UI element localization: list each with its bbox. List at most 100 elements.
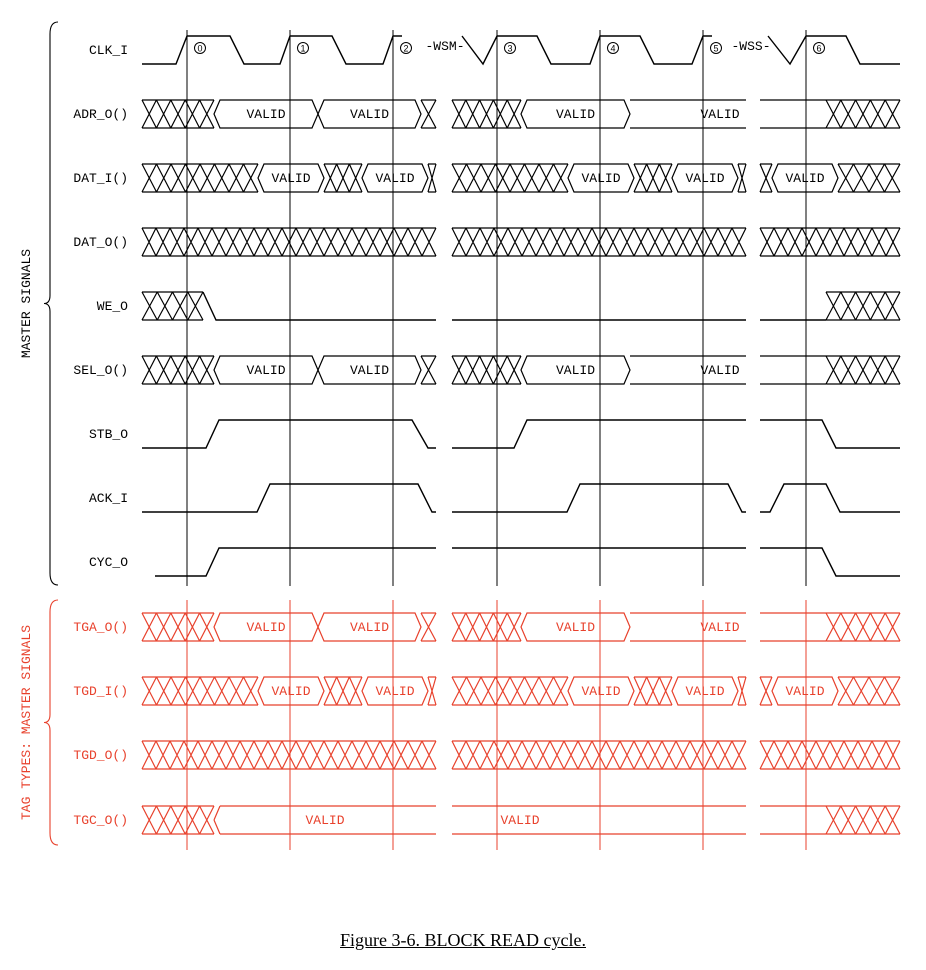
valid-data-region <box>520 355 631 385</box>
valid-data-region <box>760 99 826 129</box>
invalid-data-region <box>451 227 747 257</box>
level-waveform <box>452 483 746 513</box>
valid-label: VALID <box>581 171 620 186</box>
signal-name: ADR_O() <box>73 107 128 122</box>
signal-name: CYC_O <box>89 555 128 570</box>
signal-row-we_o: WE_O <box>97 291 901 321</box>
valid-label: VALID <box>556 107 595 122</box>
edge-number: 2 <box>403 44 408 54</box>
clock-waveform <box>767 35 900 66</box>
valid-data-region <box>760 612 826 642</box>
wait-state-slave-label: -WSS- <box>731 39 770 54</box>
invalid-data-region <box>141 676 259 706</box>
signal-name: WE_O <box>97 299 128 314</box>
signal-name: DAT_O() <box>73 235 128 250</box>
invalid-data-region <box>141 163 259 193</box>
valid-data-region <box>671 676 739 706</box>
valid-label: VALID <box>685 171 724 186</box>
level-waveform <box>202 291 436 321</box>
figure-caption: Figure 3-6. BLOCK READ cycle. <box>340 930 586 950</box>
valid-data-region <box>452 805 746 835</box>
invalid-data-region <box>451 676 569 706</box>
signal-name: TGC_O() <box>73 813 128 828</box>
valid-label: VALID <box>700 620 739 635</box>
valid-label: VALID <box>246 620 285 635</box>
valid-data-region <box>361 163 429 193</box>
signal-row-tgd_o: TGD_O() <box>73 740 901 770</box>
valid-label: VALID <box>685 684 724 699</box>
valid-data-region <box>760 805 826 835</box>
level-waveform <box>155 547 436 577</box>
signal-row-dat_o: DAT_O() <box>73 227 901 257</box>
wait-state-master-label: -WSM- <box>425 39 464 54</box>
edge-marker-circle <box>297 42 309 54</box>
invalid-data-region <box>451 355 522 385</box>
valid-data-region <box>630 355 746 385</box>
tag-types-group-bracket <box>43 599 59 846</box>
signal-name: CLK_I <box>89 43 128 58</box>
valid-label: VALID <box>375 684 414 699</box>
edge-number: 3 <box>507 44 512 54</box>
invalid-data-region <box>759 676 773 706</box>
valid-data-region <box>317 355 422 385</box>
valid-data-region <box>771 163 839 193</box>
signal-name: SEL_O() <box>73 363 128 378</box>
valid-label: VALID <box>246 107 285 122</box>
level-waveform <box>142 419 436 449</box>
level-waveform <box>452 419 746 449</box>
valid-data-region <box>630 99 746 129</box>
invalid-data-region <box>141 355 215 385</box>
invalid-data-region <box>420 355 437 385</box>
edge-marker-circle <box>194 42 206 54</box>
invalid-data-region <box>427 676 437 706</box>
invalid-data-region <box>420 99 437 129</box>
master-signals-group-label: MASTER SIGNALS <box>19 249 34 358</box>
edge-number: 6 <box>816 44 821 54</box>
invalid-data-region <box>825 805 901 835</box>
valid-data-region <box>257 163 325 193</box>
valid-label: VALID <box>581 684 620 699</box>
invalid-data-region <box>141 291 204 321</box>
invalid-data-region <box>427 163 437 193</box>
signal-name: DAT_I() <box>73 171 128 186</box>
invalid-data-region <box>141 227 437 257</box>
valid-data-region <box>671 163 739 193</box>
invalid-data-region <box>323 676 363 706</box>
invalid-data-region <box>759 227 901 257</box>
invalid-data-region <box>825 99 901 129</box>
tag-types-group-label: TAG TYPES: MASTER SIGNALS <box>19 625 34 820</box>
valid-label: VALID <box>785 171 824 186</box>
invalid-data-region <box>323 163 363 193</box>
valid-data-region <box>567 163 635 193</box>
signal-name: ACK_I <box>89 491 128 506</box>
signal-row-tgd_i: TGD_I() VALID VALID VALID VALID VALID <box>73 676 901 706</box>
valid-label: VALID <box>375 171 414 186</box>
signal-name: TGD_I() <box>73 684 128 699</box>
valid-label: VALID <box>556 620 595 635</box>
valid-label: VALID <box>271 684 310 699</box>
invalid-data-region <box>420 612 437 642</box>
edge-marker-circle <box>504 42 516 54</box>
edge-marker-circle <box>710 42 722 54</box>
invalid-data-region <box>141 612 215 642</box>
invalid-data-region <box>737 676 747 706</box>
valid-data-region <box>520 99 631 129</box>
clock-waveform <box>461 35 712 66</box>
invalid-data-region <box>451 612 522 642</box>
valid-label: VALID <box>700 363 739 378</box>
invalid-data-region <box>451 163 569 193</box>
signal-name: TGD_O() <box>73 748 128 763</box>
invalid-data-region <box>141 99 215 129</box>
invalid-data-region <box>141 740 437 770</box>
valid-label: VALID <box>500 813 539 828</box>
clock-waveform <box>142 35 402 65</box>
invalid-data-region <box>633 676 673 706</box>
valid-data-region <box>760 355 826 385</box>
signal-row-tga_o: TGA_O() VALID VALID VALID VALID <box>73 612 901 642</box>
invalid-data-region <box>451 740 747 770</box>
invalid-data-region <box>737 163 747 193</box>
master-signals-group-bracket <box>43 21 59 586</box>
invalid-data-region <box>825 355 901 385</box>
invalid-data-region <box>825 291 901 321</box>
